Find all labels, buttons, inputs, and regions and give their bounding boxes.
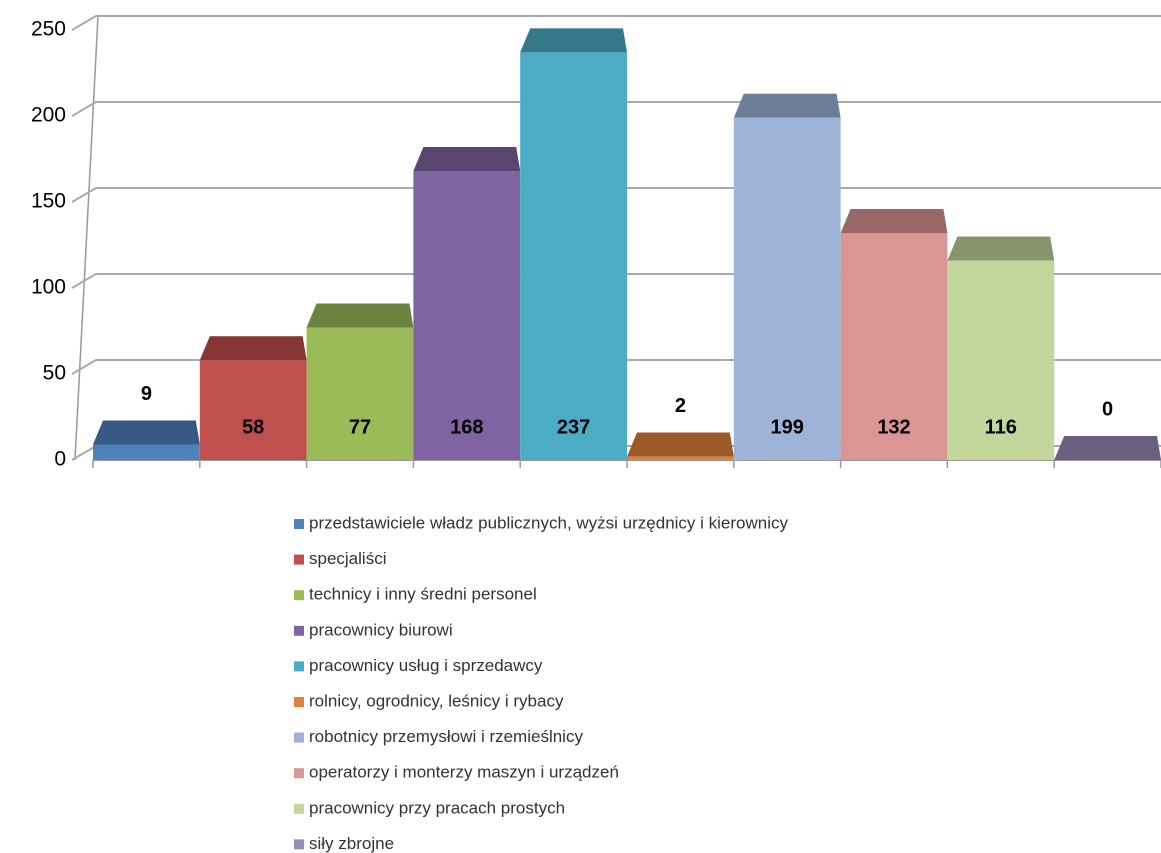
y-tick-label: 50	[43, 362, 66, 385]
legend-swatch	[294, 803, 304, 814]
data-label: 0	[1102, 398, 1113, 420]
legend-swatch	[294, 839, 304, 850]
y-tick-label: 150	[31, 190, 66, 213]
legend-swatch	[294, 661, 304, 672]
bar-top	[947, 236, 1055, 261]
bar-top-shade	[627, 432, 734, 457]
legend-label: robotnicy przemysłowi i rzemieślnicy	[309, 727, 583, 746]
y-tick-label: 100	[31, 276, 66, 299]
bar-top-shade	[199, 336, 307, 361]
legend-swatch	[294, 554, 304, 565]
legend-label: pracownicy biurowi	[309, 620, 453, 639]
bar-top-shade	[840, 208, 948, 233]
axis-wall	[74, 15, 99, 461]
bar-top	[840, 208, 948, 233]
bar-top	[199, 336, 307, 361]
bar	[627, 456, 734, 460]
y-tick-label: 0	[54, 448, 66, 471]
bar	[840, 232, 948, 460]
legend-label: siły zbrojne	[309, 834, 394, 853]
bar	[947, 260, 1055, 460]
data-label: 199	[771, 416, 804, 438]
data-label: 132	[877, 416, 910, 438]
bar-top	[733, 93, 841, 118]
bar	[306, 327, 414, 460]
bar-top-shade	[413, 147, 521, 172]
bar-top	[413, 147, 521, 172]
bar-top-shade	[947, 236, 1055, 261]
bar	[199, 360, 307, 460]
grid-line	[71, 15, 1161, 31]
legend-label: rolnicy, ogrodnicy, leśnicy i rybacy	[309, 691, 564, 710]
bar-top	[93, 420, 200, 445]
bar-top	[306, 303, 414, 328]
bar-top-shade	[306, 303, 414, 328]
y-tick-label: 200	[31, 104, 66, 127]
legend-label: technicy i inny średni personel	[309, 585, 537, 604]
legend-swatch	[294, 519, 304, 529]
data-label: 116	[985, 416, 1017, 438]
y-tick-label: 250	[31, 18, 66, 41]
legend-swatch	[294, 625, 304, 636]
legend-label: specjaliści	[309, 549, 386, 568]
data-label: 9	[141, 383, 152, 405]
bar-top-shade	[93, 420, 200, 445]
bar	[520, 52, 627, 461]
bar-top	[1054, 436, 1161, 460]
legend-swatch	[294, 590, 304, 601]
bar	[93, 444, 200, 460]
data-label: 237	[557, 416, 590, 438]
legend-swatch	[294, 732, 304, 743]
bar-top-shade	[520, 28, 627, 53]
data-label: 77	[349, 416, 371, 438]
bar-top	[627, 432, 734, 457]
legend-label: przedstawiciele władz publicznych, wyżsi…	[309, 513, 789, 532]
bar-top	[520, 28, 627, 53]
data-label: 168	[450, 416, 483, 438]
legend-swatch	[294, 768, 304, 779]
bar-top-shade	[1054, 436, 1161, 460]
legend-label: pracownicy usług i sprzedawcy	[309, 656, 543, 675]
legend-swatch	[294, 697, 304, 707]
bar	[733, 117, 841, 460]
legend-label: operatorzy i monterzy maszyn i urządzeń	[309, 763, 619, 782]
legend-label: pracownicy przy pracach prostych	[309, 798, 565, 817]
data-label: 58	[242, 416, 264, 438]
data-label: 2	[675, 395, 686, 417]
bar-top-shade	[733, 93, 841, 118]
bar	[413, 171, 521, 461]
